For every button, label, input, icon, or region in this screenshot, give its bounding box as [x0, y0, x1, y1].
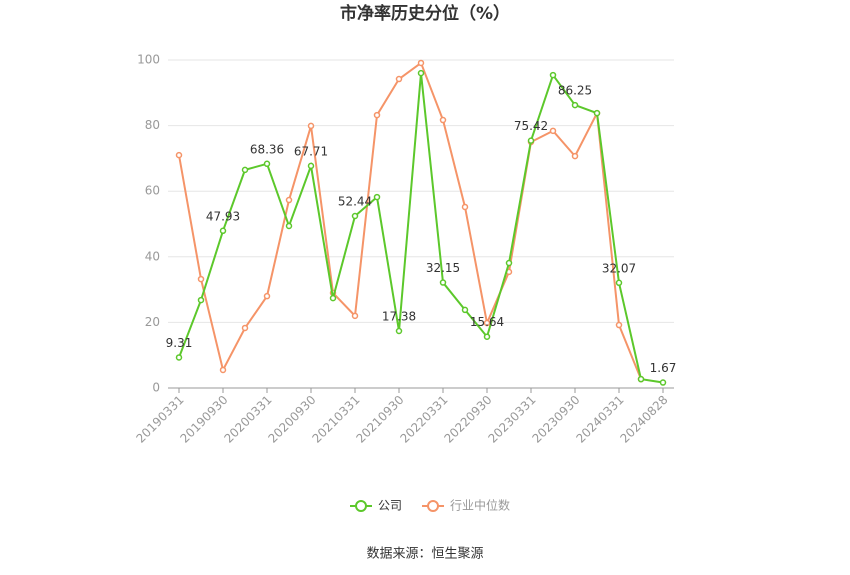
legend-marker: [427, 500, 440, 512]
y-tick-label: 60: [145, 184, 160, 198]
point: [549, 127, 557, 135]
point: [483, 333, 491, 340]
point: [307, 162, 315, 170]
data-label: 15.64: [470, 315, 504, 329]
y-tick-label: 40: [145, 249, 160, 263]
point: [417, 69, 425, 77]
point: [439, 116, 447, 124]
point: [659, 379, 667, 386]
source: 数据来源：恒生聚源: [366, 547, 483, 562]
data-label: 1.67: [650, 361, 677, 375]
point: [307, 122, 315, 130]
point: [395, 75, 403, 83]
x-tick-label: 20240828: [618, 393, 671, 446]
data-label: 32.07: [602, 261, 636, 275]
series-line: [178, 61, 642, 380]
point: [527, 137, 535, 144]
y-tick-label: 20: [145, 315, 160, 329]
point: [175, 151, 183, 159]
point: [219, 227, 227, 235]
chart-title: 市净率历史分位（%）: [340, 3, 510, 24]
point: [461, 203, 469, 211]
data-label: 86.25: [558, 84, 592, 98]
point: [483, 319, 491, 327]
data-label: 9.31: [166, 336, 193, 350]
point: [263, 160, 271, 168]
y-tick-label: 0: [152, 381, 160, 395]
point: [285, 222, 293, 230]
legend-label: 公司: [378, 499, 402, 513]
data-label: 47.93: [206, 209, 240, 223]
data-label: 75.42: [514, 119, 548, 133]
point: [197, 296, 205, 304]
series-line: [178, 72, 664, 384]
legend-marker: [355, 500, 367, 512]
point: [461, 306, 469, 314]
point: [439, 279, 447, 286]
point: [241, 324, 249, 332]
point: [417, 59, 425, 67]
point: [351, 212, 359, 220]
data-label: 67.71: [294, 144, 328, 158]
point: [593, 109, 601, 117]
y-tick-label: 100: [137, 53, 160, 67]
point: [395, 327, 403, 335]
data-label: 68.36: [250, 142, 284, 156]
point: [351, 312, 359, 320]
point: [549, 71, 557, 79]
point: [175, 354, 183, 361]
data-label: 52.44: [338, 194, 372, 208]
point: [505, 259, 513, 267]
point: [571, 101, 579, 109]
y-tick-label: 80: [145, 118, 160, 132]
point: [241, 166, 249, 174]
data-label: 17.38: [382, 309, 416, 323]
point: [571, 152, 579, 160]
point: [263, 292, 271, 300]
point: [373, 111, 381, 119]
point: [197, 275, 205, 283]
data-label: 32.15: [426, 261, 460, 275]
point: [373, 193, 381, 201]
legend-label: 行业中位数: [450, 498, 510, 513]
point: [329, 294, 337, 302]
point: [285, 196, 293, 204]
point: [615, 321, 623, 329]
point: [637, 375, 645, 383]
point: [615, 279, 623, 287]
point: [219, 366, 227, 374]
